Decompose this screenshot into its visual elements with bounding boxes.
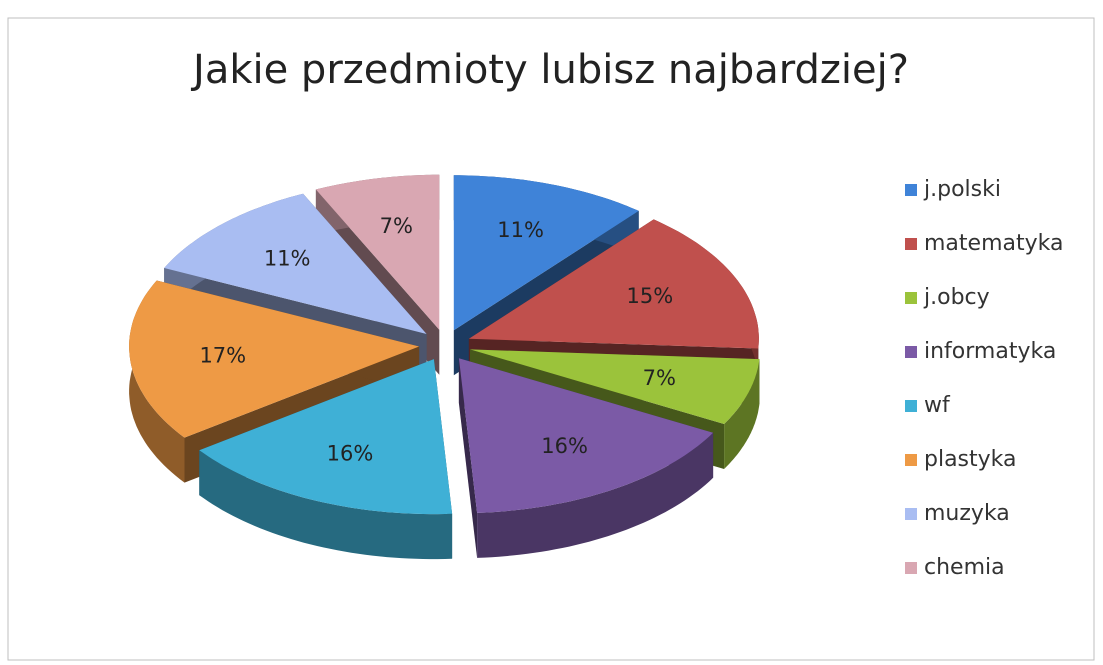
- slice-top: [315, 174, 440, 330]
- legend-label: matematyka: [924, 231, 1063, 256]
- slice-wall: [199, 450, 453, 560]
- pie: 7% 11% 11% 15% 17% 7% 16% 16%: [129, 174, 760, 560]
- data-label: 16%: [541, 434, 588, 458]
- slice-top: [458, 358, 714, 513]
- data-label: 7%: [380, 214, 413, 238]
- legend-swatch: [905, 346, 917, 358]
- data-label: 11%: [264, 246, 311, 270]
- slice-wall: [724, 359, 760, 469]
- data-label: 7%: [643, 366, 676, 390]
- legend: j.polski matematyka j.obcy informatyka wf pla…: [905, 177, 1063, 580]
- legend-swatch: [905, 184, 917, 196]
- slice: 16%: [199, 359, 453, 560]
- legend-label: chemia: [924, 555, 1005, 580]
- legend-swatch: [905, 454, 917, 466]
- slice-top: [199, 359, 453, 515]
- legend-label: muzyka: [924, 501, 1010, 526]
- legend-swatch: [905, 508, 917, 520]
- data-label: 15%: [626, 284, 673, 308]
- legend-label: informatyka: [924, 339, 1056, 364]
- legend-label: plastyka: [924, 447, 1017, 472]
- slice-wall: [477, 432, 714, 558]
- data-label: 11%: [497, 218, 544, 242]
- chart-title: Jakie przedmioty lubisz najbardziej?: [190, 47, 909, 93]
- data-label: 17%: [199, 343, 246, 367]
- slice-top: [468, 219, 759, 349]
- slice-side: [458, 358, 478, 558]
- data-label: 16%: [327, 441, 374, 465]
- slice: 16%: [458, 358, 714, 558]
- slice-top: [164, 193, 427, 334]
- legend-label: j.obcy: [923, 285, 990, 310]
- legend-label: j.polski: [923, 177, 1001, 202]
- legend-swatch: [905, 400, 917, 412]
- slice-top: [453, 175, 639, 331]
- slice-top: [129, 280, 420, 438]
- legend-swatch: [905, 238, 917, 250]
- legend-swatch: [905, 292, 917, 304]
- legend-swatch: [905, 562, 917, 574]
- legend-label: wf: [924, 393, 951, 418]
- slice-top: [470, 349, 760, 424]
